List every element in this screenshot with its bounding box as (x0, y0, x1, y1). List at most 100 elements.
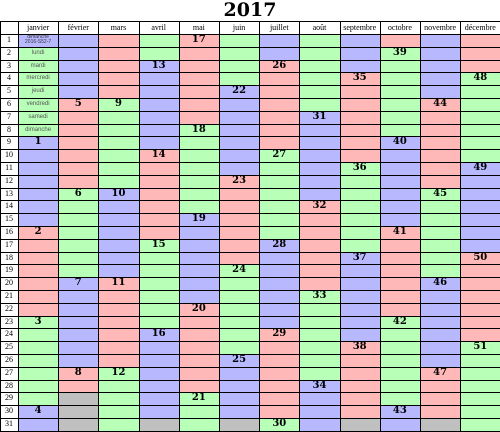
day-cell (420, 72, 461, 86)
day-cell (58, 46, 99, 60)
day-cell (420, 302, 461, 316)
day-number: 28 (5, 380, 13, 390)
day-cell (379, 354, 420, 367)
day-cell (178, 34, 219, 47)
week-number: 40 (392, 136, 407, 148)
day-cell (18, 213, 59, 226)
day-cell (460, 302, 500, 316)
day-cell (219, 162, 260, 175)
day-cell (178, 238, 219, 252)
week-number: 20 (191, 302, 206, 314)
grid-line (0, 238, 500, 240)
day-cell (339, 98, 380, 111)
day-cell (460, 341, 500, 354)
week-number: 13 (151, 59, 166, 71)
day-cell (299, 213, 340, 226)
weekday-legend-label: vendredi (26, 101, 50, 107)
day-cell (138, 136, 179, 150)
day-cell (18, 59, 59, 73)
grid-line (0, 418, 500, 419)
day-number: 19 (5, 265, 13, 275)
day-cell (219, 200, 260, 214)
grid-line (460, 21, 462, 432)
day-cell (58, 72, 99, 86)
day-cell (259, 123, 300, 137)
day-cell (219, 277, 260, 290)
month-header: décembre (464, 23, 496, 32)
day-cell (379, 85, 420, 98)
day-cell (18, 162, 59, 175)
day-number: 18 (5, 252, 13, 262)
day-cell (420, 341, 461, 354)
week-number: 15 (151, 238, 166, 250)
week-number: 24 (232, 264, 247, 276)
invalid-day-cell (138, 418, 179, 431)
day-cell (259, 328, 300, 342)
day-cell (58, 110, 99, 124)
day-cell (299, 59, 340, 73)
grid-line (0, 379, 500, 381)
week-number: 18 (191, 123, 206, 135)
day-cell (18, 226, 59, 239)
day-cell (339, 162, 380, 175)
day-cell (299, 200, 340, 214)
invalid-day-cell (420, 418, 461, 431)
week-number: 14 (151, 149, 166, 161)
week-number: 9 (115, 98, 122, 109)
day-cell (58, 251, 99, 265)
day-cell (379, 187, 420, 201)
week-number: 27 (272, 149, 287, 161)
day-cell (138, 226, 179, 239)
day-cell (420, 226, 461, 239)
day-cell (98, 110, 139, 124)
day-cell (460, 98, 500, 111)
day-cell (420, 110, 461, 124)
day-cell (460, 290, 500, 303)
day-cell (178, 72, 219, 86)
weekday-legend-label: dimanche (25, 126, 52, 133)
day-cell (460, 238, 500, 252)
day-cell (18, 110, 59, 124)
week-number: 8 (74, 366, 82, 378)
week-number: 11 (111, 277, 126, 289)
week-number: 30 (272, 418, 287, 429)
day-cell (259, 72, 300, 86)
day-cell (178, 354, 219, 367)
weekday-legend-label: lundi (31, 49, 45, 56)
day-cell (259, 290, 300, 303)
day-cell (98, 213, 139, 226)
day-cell (58, 264, 99, 278)
day-cell (259, 110, 300, 124)
week-number: 12 (111, 366, 126, 378)
day-cell (299, 328, 340, 342)
day-cell (339, 123, 380, 137)
month-header: mai (192, 23, 205, 32)
day-cell (339, 149, 380, 162)
day-cell (178, 59, 219, 73)
grid-line (339, 21, 341, 432)
day-cell (259, 341, 300, 354)
day-cell (339, 213, 380, 226)
day-cell (420, 162, 461, 175)
day-cell (259, 213, 300, 226)
day-cell (18, 34, 59, 47)
week-number: 19 (191, 213, 206, 225)
day-cell (219, 187, 260, 201)
invalid-day-cell (58, 418, 99, 431)
day-cell (379, 290, 420, 303)
day-cell (58, 136, 99, 150)
day-cell (259, 264, 300, 278)
day-cell (259, 149, 300, 162)
day-cell (138, 200, 179, 214)
day-cell (98, 85, 139, 98)
day-cell (18, 405, 59, 418)
day-cell (259, 226, 300, 239)
day-cell (98, 290, 139, 303)
day-cell (138, 405, 179, 418)
week-number: 51 (473, 341, 488, 353)
weekday-legend-label: mardi (30, 62, 46, 69)
day-cell (58, 98, 99, 111)
day-cell (178, 174, 219, 188)
day-cell (138, 123, 179, 137)
week-number: 1 (34, 136, 42, 148)
